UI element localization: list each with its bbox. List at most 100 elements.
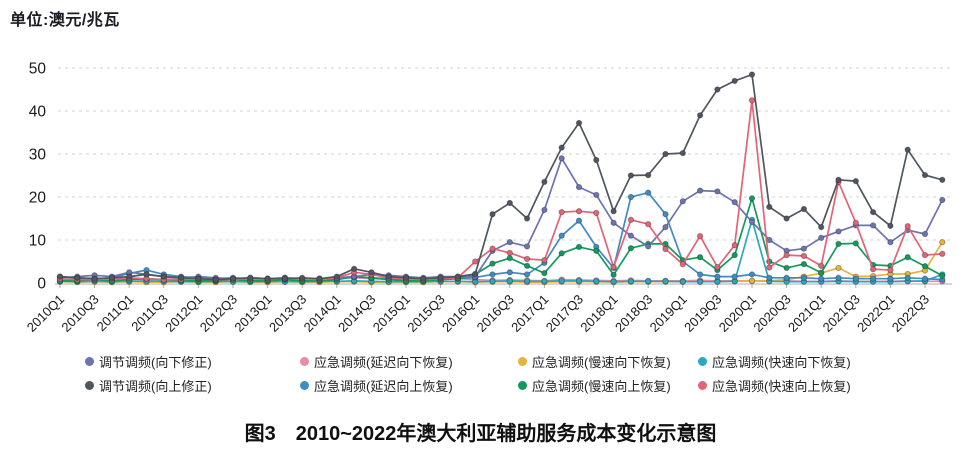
data-point bbox=[143, 271, 150, 278]
data-point bbox=[558, 250, 565, 257]
data-point bbox=[489, 271, 496, 278]
data-point bbox=[91, 275, 98, 282]
data-point bbox=[541, 257, 548, 264]
data-point bbox=[887, 239, 894, 246]
legend-label: 应急调频(快速向下恢复) bbox=[712, 354, 851, 370]
data-point bbox=[852, 275, 859, 282]
data-point bbox=[939, 239, 946, 246]
data-point bbox=[696, 271, 704, 278]
legend-dot-icon bbox=[698, 356, 707, 366]
data-point bbox=[489, 245, 496, 252]
data-point bbox=[904, 274, 911, 281]
legend-label: 应急调频(快速向上恢复) bbox=[712, 378, 851, 394]
data-point bbox=[333, 273, 340, 280]
legend-item: 应急调频(快速向上恢复) bbox=[698, 376, 851, 394]
data-point bbox=[627, 278, 635, 285]
data-point bbox=[748, 195, 756, 202]
legend-label: 应急调频(慢速向上恢复) bbox=[532, 378, 671, 394]
data-point bbox=[731, 251, 738, 259]
legend-item: 应急调频(延迟向下恢复) bbox=[300, 352, 453, 370]
data-point bbox=[835, 274, 842, 281]
data-point bbox=[593, 278, 600, 285]
series-line bbox=[60, 197, 943, 282]
data-point bbox=[869, 222, 877, 229]
legend-label: 调节调频(向上修正) bbox=[99, 378, 212, 394]
data-point bbox=[558, 208, 565, 216]
data-point bbox=[454, 273, 462, 280]
data-point bbox=[783, 274, 790, 281]
data-point bbox=[921, 230, 929, 238]
data-point bbox=[766, 203, 773, 211]
data-point bbox=[299, 274, 306, 281]
data-point bbox=[783, 264, 790, 272]
data-point bbox=[420, 275, 427, 282]
data-point bbox=[575, 208, 583, 215]
data-point bbox=[662, 223, 669, 231]
x-tick-label: 2015Q3 bbox=[404, 292, 447, 335]
data-point bbox=[247, 274, 254, 281]
data-point bbox=[696, 254, 704, 261]
data-point bbox=[575, 277, 583, 285]
legend-item: 调节调频(向上修正) bbox=[85, 376, 212, 394]
data-point bbox=[766, 264, 773, 271]
series-line bbox=[59, 241, 944, 283]
data-point bbox=[696, 278, 704, 285]
data-point bbox=[489, 211, 496, 218]
data-point bbox=[627, 193, 635, 201]
data-point bbox=[610, 208, 617, 215]
data-point bbox=[627, 245, 635, 252]
data-point bbox=[264, 275, 271, 282]
data-point bbox=[385, 273, 392, 280]
x-tick-label: 2011Q1 bbox=[94, 292, 137, 335]
x-tick-label: 2016Q1 bbox=[439, 292, 482, 335]
data-point bbox=[748, 277, 756, 285]
data-point bbox=[921, 263, 929, 270]
data-point bbox=[714, 278, 721, 285]
x-tick-label: 2015Q1 bbox=[370, 292, 413, 335]
x-tick-label: 2022Q1 bbox=[854, 292, 897, 335]
legend-label: 调节调频(向下修正) bbox=[99, 354, 212, 370]
series-line bbox=[59, 99, 943, 281]
data-point bbox=[558, 277, 565, 285]
data-point bbox=[696, 232, 704, 240]
data-point bbox=[714, 273, 721, 280]
data-point bbox=[627, 172, 635, 179]
x-tick-label: 2012Q3 bbox=[197, 292, 240, 335]
series-line bbox=[59, 73, 943, 281]
data-point bbox=[627, 232, 635, 239]
data-point bbox=[818, 269, 825, 276]
x-tick-label: 2020Q1 bbox=[716, 292, 759, 335]
data-point bbox=[800, 274, 808, 281]
data-point bbox=[800, 252, 808, 260]
data-point bbox=[74, 274, 81, 281]
data-point bbox=[731, 242, 738, 249]
x-tick-label: 2018Q1 bbox=[577, 292, 620, 335]
data-point bbox=[921, 275, 929, 282]
data-point bbox=[489, 278, 496, 285]
data-point bbox=[869, 208, 877, 216]
legend-dot-icon bbox=[85, 356, 94, 366]
x-tick-label: 2018Q3 bbox=[612, 292, 655, 335]
data-point bbox=[835, 228, 842, 235]
y-tick-label: 20 bbox=[29, 190, 47, 207]
data-point bbox=[939, 176, 946, 183]
data-point bbox=[56, 273, 64, 280]
data-point bbox=[852, 240, 859, 247]
x-tick-label: 2021Q3 bbox=[820, 292, 863, 335]
data-point bbox=[939, 272, 946, 279]
figure-caption: 图3 2010~2022年澳大利亚辅助服务成本变化示意图 bbox=[0, 417, 961, 446]
data-point bbox=[835, 176, 842, 183]
data-point bbox=[731, 199, 738, 206]
data-point bbox=[541, 269, 548, 277]
x-tick-label: 2017Q3 bbox=[543, 292, 586, 335]
legend-dot-icon bbox=[85, 380, 94, 390]
legend-item: 应急调频(慢速向下恢复) bbox=[518, 352, 671, 370]
data-point bbox=[662, 211, 669, 218]
data-point bbox=[575, 119, 583, 127]
data-point bbox=[731, 273, 738, 280]
data-point bbox=[472, 258, 479, 265]
data-point bbox=[108, 274, 116, 281]
data-point bbox=[506, 199, 513, 207]
data-point bbox=[696, 112, 704, 119]
